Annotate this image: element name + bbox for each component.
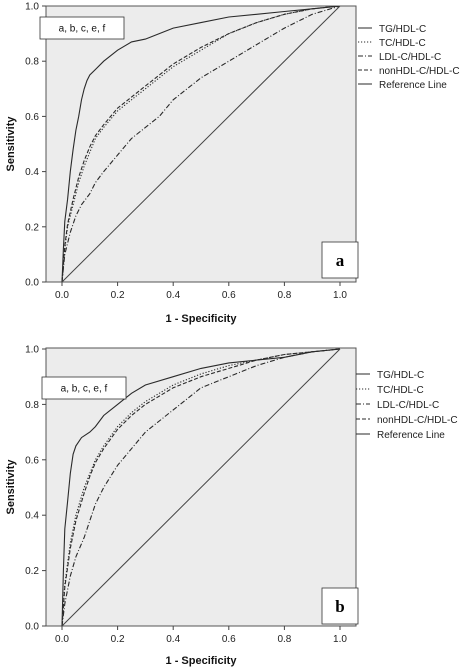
y-tick-label: 0.4 [25,167,39,178]
legend-label: TC/HDL-C [379,38,426,49]
panel-label: a [336,251,345,270]
series-line-ldl-c-hdl-c [61,348,341,626]
legend-label: Reference Line [379,80,447,91]
y-tick-label: 0.6 [25,455,39,466]
y-tick-label: 0.0 [25,278,39,289]
x-tick-label: 0.0 [55,290,69,301]
y-tick-label: 0.0 [25,622,39,633]
legend-label: Reference Line [377,430,445,441]
annotation-text: a, b, c, e, f [61,384,108,395]
annotation-box [39,16,125,40]
legend: TG/HDL-C TC/HDL-C LDL-C/HDL-C nonHDL-C/HDL-… [358,24,460,91]
y-axis-label: Sensitivity [5,116,17,172]
x-tick-label: 1.0 [333,634,347,645]
y-axis-label: Sensitivity [5,459,17,515]
x-axis-label: 1 - Specificity [166,313,238,325]
legend: TG/HDL-C TC/HDL-C LDL-C/HDL-C nonHDL-C/HDL-… [356,370,458,441]
x-axis-label: 1 - Specificity [166,655,238,667]
annotation-box [41,376,127,400]
legend-label: nonHDL-C/HDL-C [379,66,460,77]
panel-label-box [321,241,359,279]
y-tick-label: 0.6 [25,112,39,123]
series-line-ldl-c-hdl-c [61,6,341,282]
series-line-tg-hdl-c [61,348,341,626]
y-tick-label: 0.4 [25,511,39,522]
annotation-text: a, b, c, e, f [59,24,106,35]
x-tick-label: 0.8 [277,634,291,645]
series-line-tc-hdl-c [61,348,341,626]
y-tick-label: 0.2 [25,566,39,577]
x-tick-label: 0.2 [111,634,125,645]
legend-label: LDL-C/HDL-C [379,52,441,63]
x-tick-label: 0.6 [222,290,236,301]
panel-label-box [321,587,359,625]
y-tick-label: 1.0 [25,345,39,356]
x-tick-label: 0.4 [166,634,180,645]
roc-panel-a: 0.0 0.2 0.4 0.6 0.8 1.0 0.0 0.2 0.4 0.6 0.8 1.0 1 - … [5,2,460,326]
legend-label: TG/HDL-C [379,24,426,35]
x-tick-label: 1.0 [333,290,347,301]
x-tick-label: 0.6 [222,634,236,645]
series-line-tc-hdl-c [61,6,341,282]
legend-label: LDL-C/HDL-C [377,400,439,411]
x-tick-label: 0.4 [166,290,180,301]
legend-label: nonHDL-C/HDL-C [377,415,458,426]
x-tick-label: 0.2 [111,290,125,301]
x-tick-label: 0.8 [277,290,291,301]
y-tick-label: 0.2 [25,222,39,233]
legend-label: TG/HDL-C [377,370,424,381]
y-tick-label: 1.0 [25,2,39,13]
series-line-nonhdl-c-hdl-c [61,6,341,282]
y-tick-label: 0.8 [25,400,39,411]
roc-panel-b: 0.0 0.2 0.4 0.6 0.8 1.0 0.0 0.2 0.4 0.6 0.8 1.0 1 - … [5,345,458,668]
series-line-reference-line [61,6,341,282]
series-line-tg-hdl-c [61,6,341,282]
y-tick-label: 0.8 [25,57,39,68]
legend-label: TC/HDL-C [377,385,424,396]
x-tick-label: 0.0 [55,634,69,645]
panel-label: b [335,597,344,616]
series-line-reference-line [61,348,341,626]
